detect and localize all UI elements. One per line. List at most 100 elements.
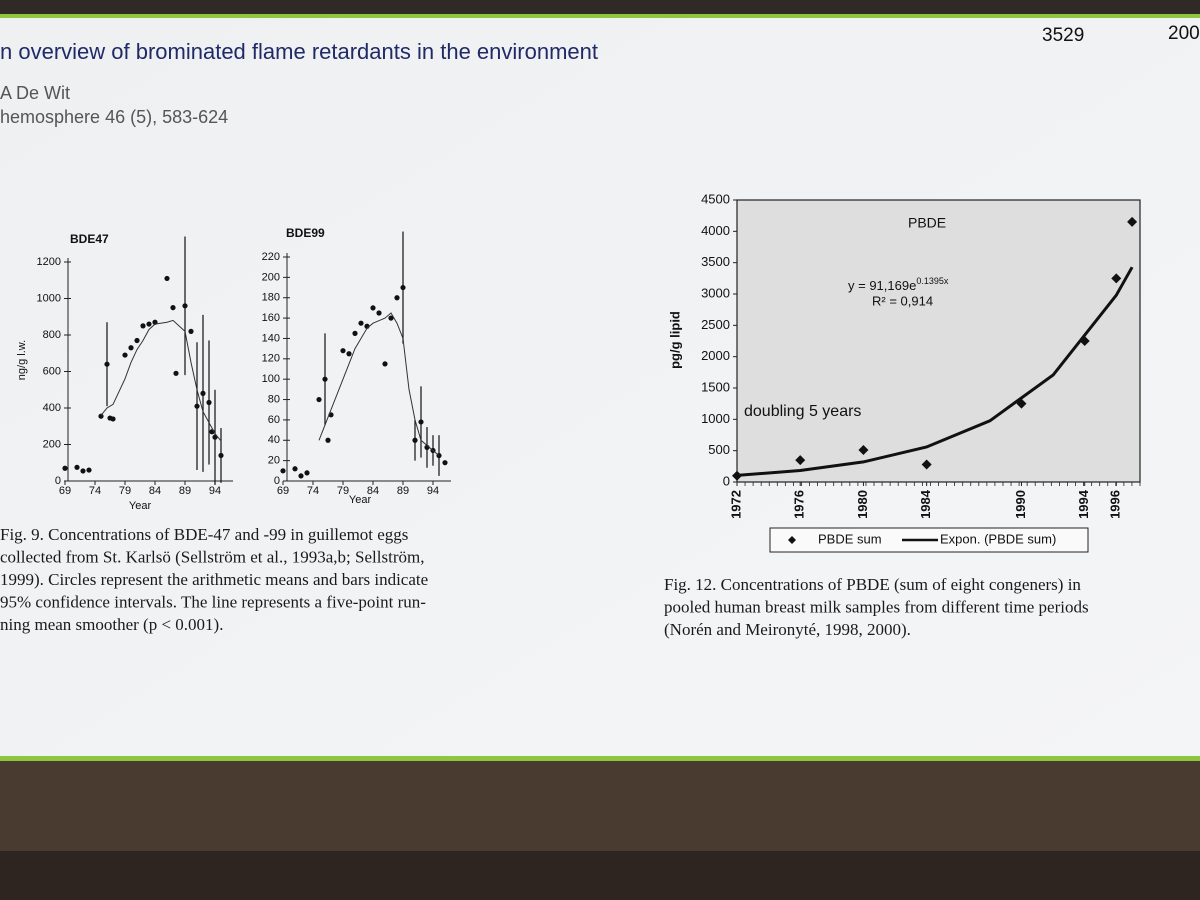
y-tick-label: 0	[274, 475, 280, 487]
y-tick-label: 80	[268, 393, 280, 405]
chart-title: BDE99	[286, 226, 325, 240]
x-tick-label: 89	[397, 485, 409, 497]
data-point	[164, 275, 170, 282]
lower-wall	[0, 761, 1200, 851]
legend-label: Expon. (PBDE sum)	[940, 531, 1056, 546]
x-tick-label: 74	[307, 485, 319, 497]
y-tick-label: 1000	[37, 292, 61, 304]
year: 200	[1168, 23, 1200, 44]
top-band	[0, 0, 1200, 14]
bottom-green-line	[0, 756, 1200, 761]
y-tick-label: 400	[43, 402, 61, 414]
y-tick-label: 4000	[701, 223, 730, 238]
data-point	[280, 468, 286, 474]
data-point	[200, 390, 206, 396]
x-tick-label: 94	[209, 485, 221, 497]
data-point	[1111, 273, 1122, 284]
y-tick-label: 3000	[701, 285, 730, 300]
trend-line	[100, 319, 222, 442]
x-tick-label: 1980	[855, 490, 870, 519]
y-tick-label: 1200	[37, 256, 61, 268]
y-tick-label: 2500	[701, 317, 730, 332]
data-point	[218, 452, 224, 459]
data-point	[858, 445, 869, 456]
y-tick-label: 2000	[701, 348, 730, 363]
y-tick-label: 1500	[701, 379, 730, 394]
x-axis-label: Year	[349, 494, 372, 506]
floor-band	[0, 851, 1200, 900]
y-axis-label: ng/g l.w.	[16, 340, 28, 380]
annotation: doubling 5 years	[744, 403, 861, 420]
data-point	[194, 403, 200, 409]
y-tick-label: 200	[262, 271, 280, 283]
y-tick-label: 100	[262, 373, 280, 385]
data-point	[182, 303, 188, 309]
data-point	[298, 473, 304, 479]
data-point	[173, 370, 179, 376]
trend-line	[736, 266, 1134, 477]
y-tick-label: 180	[262, 292, 280, 304]
data-point	[340, 348, 346, 354]
data-point	[292, 466, 298, 472]
caption-line: collected from St. Karlsö (Sellström et …	[0, 547, 424, 566]
slide-title: n overview of brominated flame retardant…	[0, 39, 598, 64]
caption-line: 1999). Circles represent the arithmetic …	[0, 570, 428, 589]
caption-line: 95% confidence intervals. The line repre…	[0, 592, 426, 611]
caption-line: (Norén and Meironyté, 1998, 2000).	[664, 620, 911, 639]
data-point	[346, 351, 352, 357]
data-point	[921, 459, 932, 470]
data-point	[74, 464, 80, 470]
plot-area	[736, 199, 1141, 483]
chart-title: BDE47	[70, 232, 109, 246]
data-point	[376, 310, 382, 316]
data-point	[110, 416, 116, 422]
data-point	[128, 345, 134, 351]
data-point	[325, 437, 331, 443]
y-tick-label: 40	[268, 434, 280, 446]
y-tick-label: 0	[55, 475, 61, 487]
data-point	[795, 455, 806, 466]
data-point	[394, 295, 400, 301]
x-tick-label: 1994	[1076, 489, 1091, 519]
y-tick-label: 4500	[701, 191, 730, 206]
x-tick-label: 1976	[792, 490, 807, 519]
data-point	[316, 396, 322, 403]
data-point	[412, 437, 418, 443]
caption-line: Fig. 12. Concentrations of PBDE (sum of …	[664, 575, 1081, 594]
x-tick-label: 79	[337, 485, 349, 497]
legend-label: PBDE sum	[818, 531, 882, 546]
data-point	[62, 465, 68, 471]
x-tick-label: 84	[367, 485, 379, 497]
data-point	[80, 468, 86, 474]
journal: hemosphere 46 (5), 583-624	[0, 107, 228, 127]
y-tick-label: 0	[723, 473, 730, 488]
caption-line: ning mean smoother (p < 0.001).	[0, 615, 223, 634]
data-point	[1127, 216, 1138, 227]
x-tick-label: 69	[59, 485, 71, 497]
data-point	[104, 361, 110, 367]
y-tick-label: 140	[262, 332, 280, 344]
legend-marker	[788, 536, 796, 544]
x-tick-label: 1972	[728, 490, 743, 519]
x-tick-label: 84	[149, 485, 161, 497]
chart-title: PBDE	[908, 215, 946, 231]
y-tick-label: 500	[708, 442, 730, 457]
r-squared: R² = 0,914	[872, 293, 933, 308]
y-tick-label: 220	[262, 251, 280, 263]
author: A De Wit	[0, 83, 70, 103]
data-point	[206, 399, 212, 406]
trend-line	[318, 312, 440, 456]
data-point	[170, 305, 176, 311]
x-tick-label: 79	[119, 485, 131, 497]
data-point	[352, 330, 358, 336]
data-point	[418, 419, 424, 425]
x-tick-label: 89	[179, 485, 191, 497]
data-point	[732, 470, 742, 481]
x-axis-label: Year	[129, 500, 152, 512]
data-point	[98, 413, 104, 419]
y-tick-label: 3500	[701, 254, 730, 269]
data-point	[358, 320, 364, 326]
x-tick-label: 1996	[1108, 490, 1123, 519]
x-tick-label: 94	[427, 485, 439, 497]
